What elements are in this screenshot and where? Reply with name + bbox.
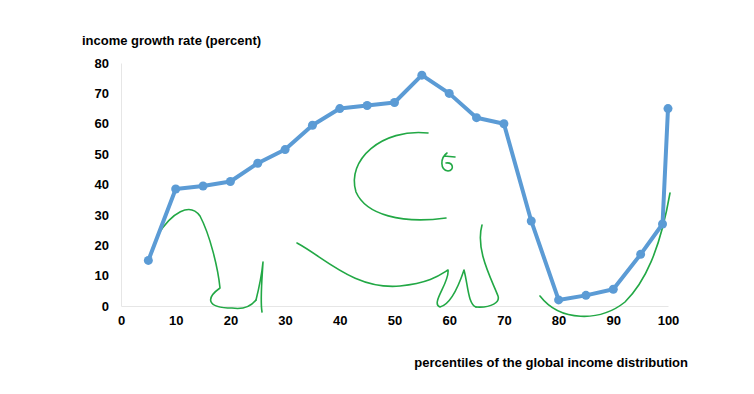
marker bbox=[144, 256, 153, 265]
y-axis-title: income growth rate (percent) bbox=[82, 33, 261, 48]
y-axis: 0 10 20 30 40 50 60 70 80 bbox=[95, 56, 122, 314]
tick: 50 bbox=[95, 147, 121, 162]
tick: 80 bbox=[95, 56, 121, 71]
marker bbox=[472, 113, 481, 122]
marker bbox=[658, 219, 667, 228]
doodle-stroke bbox=[256, 262, 263, 312]
tick-label: 100 bbox=[658, 313, 680, 328]
tick: 60 bbox=[442, 306, 456, 328]
tick-label: 40 bbox=[95, 177, 109, 192]
tick-label: 90 bbox=[607, 313, 621, 328]
axis-line bbox=[121, 64, 122, 307]
tick-label: 70 bbox=[95, 86, 109, 101]
marker bbox=[171, 185, 180, 194]
tick-label: 70 bbox=[497, 313, 511, 328]
tick-label: 10 bbox=[95, 268, 109, 283]
marker bbox=[664, 104, 673, 113]
marker bbox=[499, 119, 508, 128]
marker bbox=[581, 291, 590, 300]
tick: 10 bbox=[95, 268, 121, 283]
tick: 70 bbox=[497, 306, 511, 328]
marker bbox=[636, 250, 645, 259]
marker bbox=[363, 101, 372, 110]
tick-label: 80 bbox=[552, 313, 566, 328]
tick-label: 40 bbox=[333, 313, 347, 328]
x-axis-title: percentiles of the global income distrib… bbox=[414, 355, 688, 370]
tick: 70 bbox=[95, 86, 121, 101]
tick: 30 bbox=[95, 208, 121, 223]
tick: 10 bbox=[169, 306, 183, 328]
marker bbox=[390, 98, 399, 107]
doodle-stroke bbox=[540, 193, 670, 316]
axis-line bbox=[122, 306, 669, 307]
marker bbox=[253, 159, 262, 168]
tick-label: 10 bbox=[169, 313, 183, 328]
tick-label: 20 bbox=[224, 313, 238, 328]
tick: 0 bbox=[102, 299, 121, 314]
tick: 40 bbox=[333, 306, 347, 328]
marker bbox=[199, 182, 208, 191]
tick-label: 30 bbox=[278, 313, 292, 328]
tick-label: 30 bbox=[95, 208, 109, 223]
x-axis: 0 10 20 30 40 50 60 70 80 90 100 bbox=[118, 306, 679, 328]
doodle-stroke bbox=[297, 243, 476, 307]
tick: 100 bbox=[658, 306, 680, 328]
doodle-stroke bbox=[476, 225, 498, 307]
tick: 40 bbox=[95, 177, 121, 192]
tick-label: 50 bbox=[388, 313, 402, 328]
doodle-stroke bbox=[442, 153, 455, 171]
chart: 0 10 20 30 40 50 60 70 80 90 100 0 10 20 30 40 50 60 70 80 i… bbox=[0, 0, 754, 394]
marker bbox=[609, 285, 618, 294]
tick-label: 60 bbox=[442, 313, 456, 328]
doodle bbox=[157, 132, 670, 316]
doodle-stroke bbox=[354, 132, 446, 219]
marker bbox=[226, 177, 235, 186]
marker bbox=[445, 89, 454, 98]
marker bbox=[554, 295, 563, 304]
doodle-stroke bbox=[157, 210, 256, 309]
tick: 0 bbox=[118, 306, 125, 328]
tick: 20 bbox=[224, 306, 238, 328]
plot-area bbox=[144, 71, 673, 305]
marker bbox=[527, 216, 536, 225]
line bbox=[148, 75, 668, 300]
tick-label: 0 bbox=[102, 299, 109, 314]
tick: 50 bbox=[388, 306, 402, 328]
tick-label: 80 bbox=[95, 56, 109, 71]
tick-label: 0 bbox=[118, 313, 125, 328]
tick: 60 bbox=[95, 116, 121, 131]
tick: 30 bbox=[278, 306, 292, 328]
marker bbox=[335, 104, 344, 113]
tick: 20 bbox=[95, 238, 121, 253]
tick-label: 20 bbox=[95, 238, 109, 253]
tick-label: 50 bbox=[95, 147, 109, 162]
marker bbox=[417, 71, 426, 80]
marker bbox=[308, 121, 317, 130]
tick-label: 60 bbox=[95, 116, 109, 131]
marker bbox=[281, 145, 290, 154]
